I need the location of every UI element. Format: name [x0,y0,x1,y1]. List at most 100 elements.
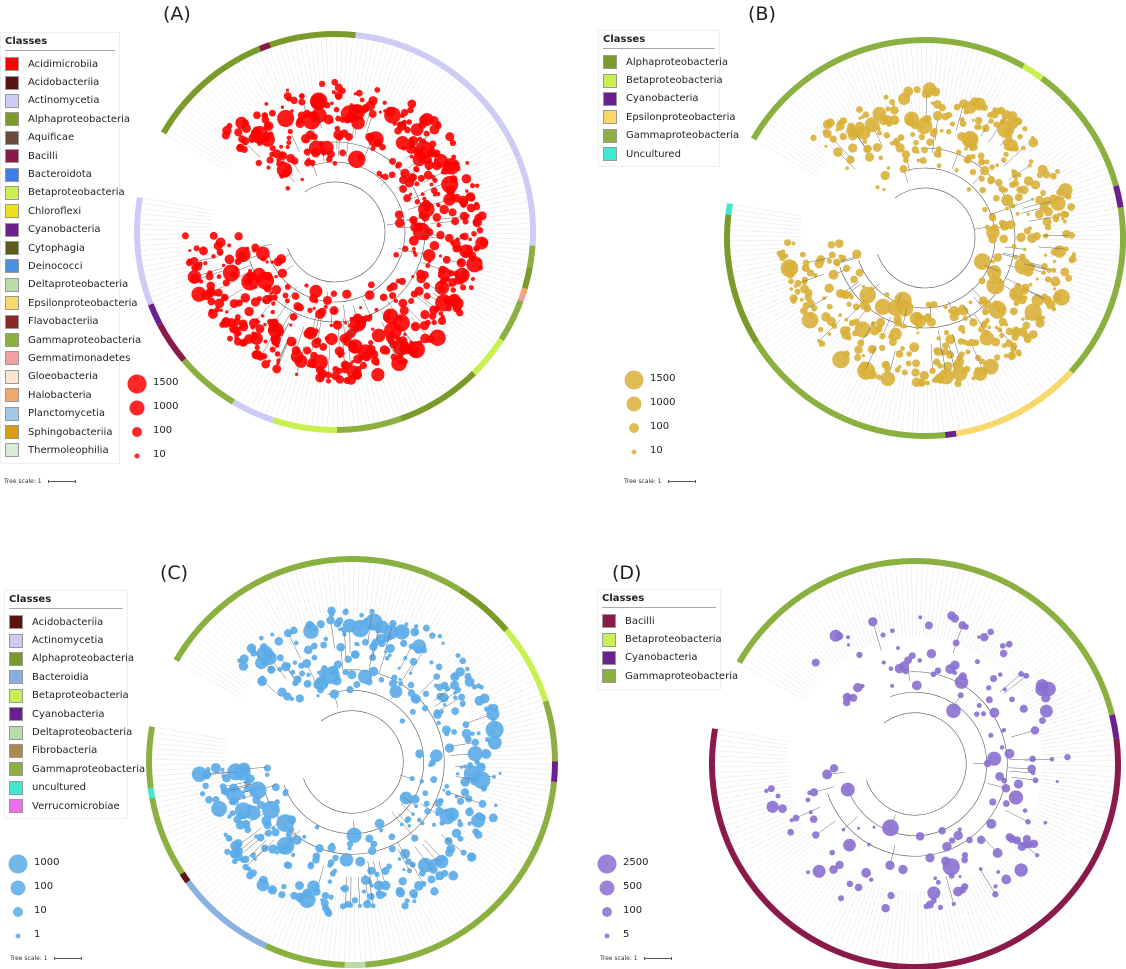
leaf-line [477,783,549,797]
leaf-line [752,294,815,328]
abundance-node [303,346,312,355]
legend-swatch [9,780,23,795]
abundance-node [255,324,265,334]
abundance-node [250,649,258,657]
abundance-node [1051,267,1057,273]
legend-item: Betaproteobacteria [602,630,722,648]
abundance-node [986,818,997,829]
leaf-line [475,790,546,808]
abundance-node [289,323,293,327]
leaf-line [1041,775,1114,783]
abundance-node [488,704,494,710]
abundance-node [364,290,375,300]
abundance-node [371,367,385,382]
abundance-node [982,308,990,316]
abundance-node [442,255,451,264]
size-dot [127,374,147,394]
legend-item: Sphingobacteriia [5,423,115,441]
abundance-node [857,339,865,347]
legend-swatch [5,259,19,274]
leaf-line [456,834,516,876]
abundance-node [219,308,223,313]
tree-branch [400,803,414,815]
abundance-node [1061,216,1065,221]
leaf-line [740,825,804,861]
abundance-node [476,683,482,689]
abundance-node [403,344,413,355]
abundance-node [261,844,269,852]
tree-branch [1042,235,1072,237]
abundance-node [1013,779,1024,789]
abundance-node [1062,219,1067,224]
leaf-line [451,166,518,191]
abundance-node [882,819,899,837]
tree-branch [795,806,820,819]
tree-branch [254,839,275,860]
abundance-node [1030,135,1035,140]
abundance-node [846,880,854,888]
legend-swatch [5,443,19,458]
leaf-line [406,876,439,942]
legend-item: Gammaproteobacteria [5,331,141,349]
legend-swatch [602,650,616,665]
abundance-node [333,660,343,669]
abundance-node [921,146,928,154]
abundance-node [999,234,1008,244]
abundance-node [218,812,223,817]
abundance-node [199,246,208,256]
abundance-node [351,360,355,364]
abundance-node [433,673,441,680]
abundance-node [488,813,498,823]
leaf-line [177,823,241,859]
tree-branch [414,846,431,869]
leaf-line [842,578,870,646]
tree-branch [951,152,959,170]
abundance-node [1028,159,1034,164]
abundance-node [444,784,450,789]
abundance-node [436,191,441,197]
abundance-node [328,894,334,900]
leaf-line [939,568,955,640]
abundance-node [207,270,213,276]
abundance-node [234,128,243,137]
leaf-line [969,353,996,420]
tree-branch [990,208,1008,215]
leaf-line [1042,760,1114,763]
abundance-node [444,837,453,846]
abundance-node [271,301,276,306]
legend-swatch [5,75,19,90]
abundance-node [436,202,440,207]
abundance-node [324,102,331,109]
abundance-node [989,164,995,171]
abundance-node [442,277,448,283]
abundance-node [428,312,437,320]
abundance-node [312,852,321,861]
leaf-line [188,648,248,690]
abundance-node [409,657,418,666]
abundance-node [953,830,963,841]
abundance-node [880,170,890,181]
abundance-node [429,865,438,874]
legend-swatch [602,669,616,684]
abundance-node [402,867,406,872]
abundance-node [912,359,921,368]
abundance-node [388,171,396,179]
tree-branch [328,346,330,376]
abundance-node [1016,232,1026,243]
leaf-line [796,866,840,925]
abundance-node [1019,185,1029,195]
legend-item: Deinococci [5,257,115,275]
leaf-line [783,614,832,669]
leaf-line [145,256,214,272]
abundance-node [889,141,894,146]
legend-label: Gloeobacteria [28,371,98,383]
abundance-node [422,196,427,201]
abundance-node [310,94,326,110]
leaf-line [400,879,429,946]
legend-swatch [5,425,19,439]
leaf-line [1047,208,1117,220]
leaf-line [976,875,1012,939]
leaf-line [142,208,212,218]
leaf-line [408,75,450,133]
leaf-line [841,349,872,414]
